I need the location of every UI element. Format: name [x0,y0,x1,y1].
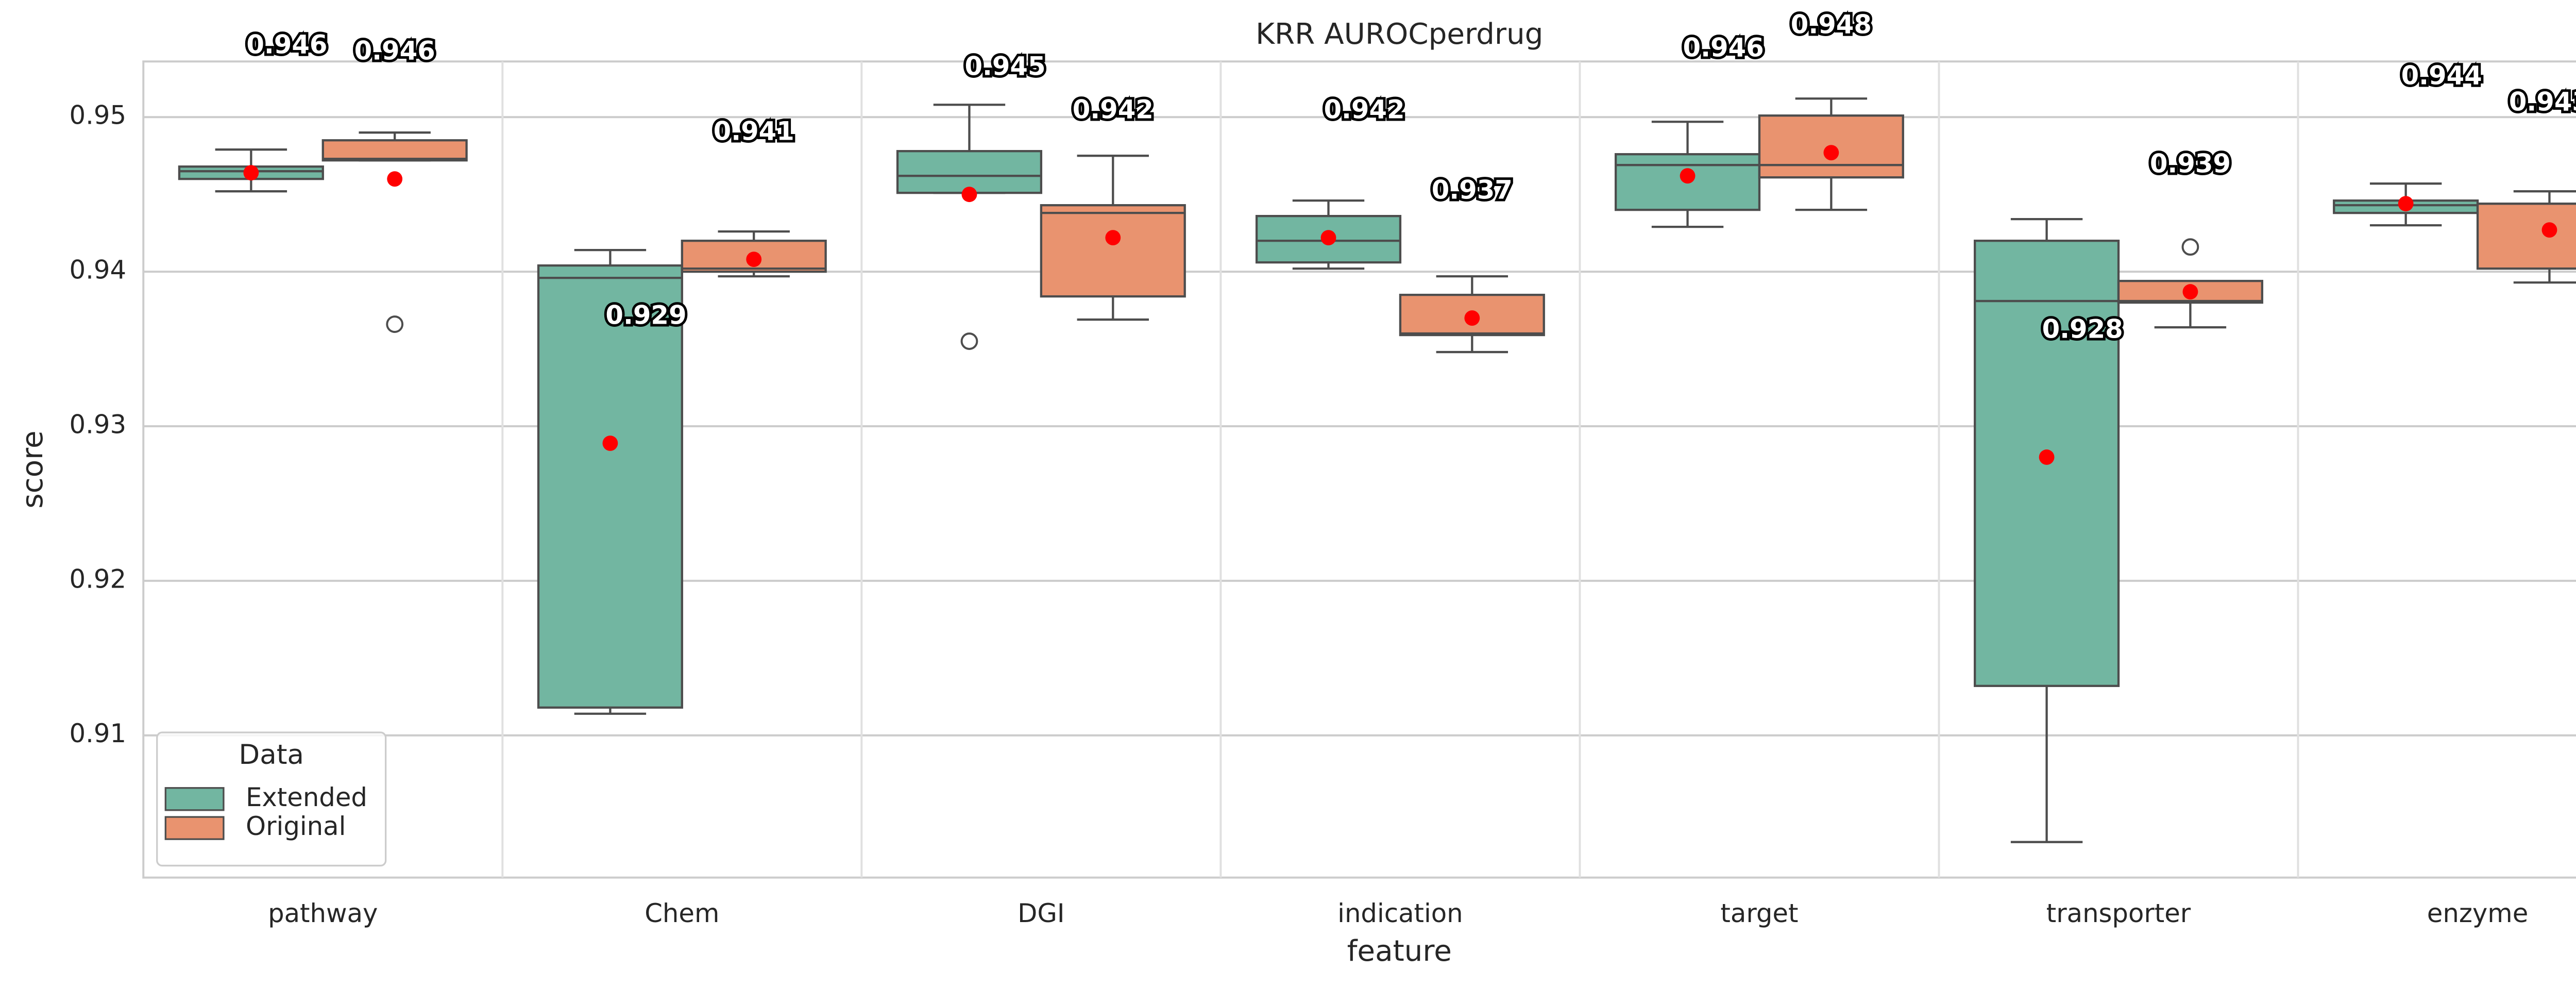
y-tick-label: 0.91 [70,718,127,748]
box-group: 0.946 [1614,30,1767,228]
plot-area [142,60,2576,879]
mean-marker [1680,168,1696,184]
box [2476,203,2576,270]
box-group: 0.937 [1399,172,1545,354]
value-label: 0.946 [354,36,435,66]
value-label: 0.941 [714,116,794,146]
x-tick-label: Chem [645,898,719,928]
value-label: 0.939 [2150,148,2231,178]
value-label: 0.948 [1791,10,1872,40]
mean-marker [746,252,762,268]
value-label: 0.942 [1324,95,1404,125]
grid: 0.91 0.92 0.93 0.94 0.95 pathway Chem DGI indica… [70,61,2576,928]
y-tick-label: 0.94 [70,255,127,285]
outlier [960,332,978,350]
mean-marker [1823,145,1839,161]
box-group: 0.948 [1758,7,1904,211]
outlier [386,315,404,333]
value-label: 0.937 [1432,175,1513,205]
value-label: 0.928 [2042,314,2123,344]
box-group: 0.939 [2117,146,2263,329]
value-label: 0.943 [2509,87,2576,117]
box-group: 0.944 [2333,58,2485,227]
value-label: 0.946 [1683,33,1764,63]
mean-marker [387,171,403,187]
outlier [2181,238,2199,256]
legend-title: Data [239,739,304,771]
box [1040,204,1186,298]
y-axis-label: score [16,430,49,508]
mean-marker [602,436,618,451]
box [896,150,1043,194]
value-label: 0.945 [964,52,1045,81]
box-group: 0.941 [681,114,827,278]
x-tick-label: DGI [1018,898,1064,928]
box-group: 0.942 [1040,92,1186,321]
y-tick-label: 0.93 [70,409,127,439]
chart-title: KRR AUROCperdrug [1256,18,1543,51]
x-tick-label: transporter [2046,898,2191,928]
box-group: 0.928 [1974,218,2126,843]
x-tick-label: indication [1337,898,1463,928]
legend-swatch [164,787,225,811]
box-group: 0.946 [178,27,330,193]
mean-marker [1105,230,1121,246]
x-tick-label: enzyme [2427,898,2528,928]
box [321,139,468,162]
box [537,264,683,709]
legend-label: Extended [246,782,367,812]
mean-marker [1464,310,1480,326]
mean-marker [2398,196,2414,212]
mean-marker [1320,230,1336,246]
value-label: 0.946 [246,30,327,60]
box-group: 0.946 [321,34,468,333]
box-group: 0.929 [537,248,689,715]
mean-marker [243,165,259,181]
mean-marker [2182,284,2198,299]
box-group: 0.942 [1255,92,1408,270]
value-label: 0.929 [605,300,686,330]
mean-marker [961,187,977,203]
box-group: 0.943 [2476,85,2576,284]
x-axis-label: feature [1347,934,1452,968]
legend-swatch [164,816,225,840]
value-label: 0.944 [2401,61,2482,91]
box-group: 0.945 [896,49,1048,350]
y-tick-label: 0.92 [70,564,127,594]
mean-marker [2541,222,2557,238]
y-tick-label: 0.95 [70,101,127,130]
mean-marker [2039,449,2055,465]
legend-label: Original [246,811,346,841]
x-tick-label: pathway [268,898,378,928]
x-tick-label: target [1720,898,1798,928]
boxes: 0.946 0.929 0.945 0.942 0.946 0.928 0.944 0.946… [178,7,2576,843]
value-label: 0.942 [1073,95,1154,125]
